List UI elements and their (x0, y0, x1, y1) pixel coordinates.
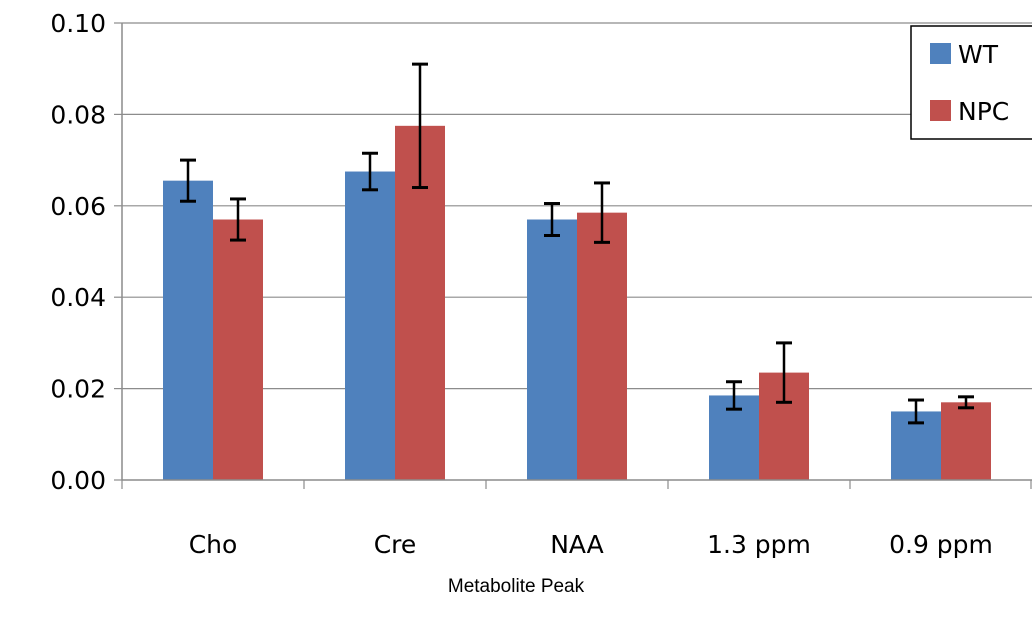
error-bar (230, 197, 246, 242)
bar-wt-3 (527, 219, 577, 480)
error-bar (544, 202, 560, 238)
y-tick-label: 0.04 (50, 283, 106, 312)
x-axis-title: Metabolite Peak (447, 576, 585, 597)
error-bar (908, 398, 924, 425)
error-bar (594, 181, 610, 244)
x-tick-label: NAA (550, 530, 604, 559)
bars (163, 125, 991, 481)
legend-swatch-npc (930, 100, 951, 121)
error-bar (776, 341, 792, 404)
error-bar (412, 62, 428, 190)
x-tick-label: 0.9 ppm (889, 530, 993, 559)
gridlines (122, 22, 1032, 390)
error-bar (362, 151, 378, 192)
bar-npc-5 (941, 402, 991, 480)
bar-wt-1 (163, 180, 213, 481)
error-bars (180, 62, 974, 425)
y-tick-label: 0.08 (50, 100, 106, 129)
bar-npc-1 (213, 219, 263, 480)
y-tick-label: 0.02 (50, 375, 106, 404)
axes: 0.00 0.02 0.04 0.06 0.08 0.10 Cho Cre NAA 1.3 ppm… (50, 9, 1032, 559)
legend-label-npc: NPC (958, 97, 1009, 126)
y-tick-label: 0.10 (50, 9, 106, 38)
x-tick-label: Cre (374, 530, 417, 559)
error-bar (726, 380, 742, 411)
x-tick-label: Cho (189, 530, 238, 559)
y-tick-label: 0.06 (50, 192, 106, 221)
error-bar (958, 395, 974, 410)
x-tick-label: 1.3 ppm (707, 530, 811, 559)
bar-wt-2 (345, 171, 395, 480)
bar-npc-3 (577, 212, 627, 480)
legend-label-wt: WT (958, 40, 999, 69)
error-bar (180, 158, 196, 203)
legend-swatch-wt (930, 43, 951, 64)
legend: WT NPC (910, 25, 1032, 140)
y-tick-label: 0.00 (50, 466, 106, 495)
